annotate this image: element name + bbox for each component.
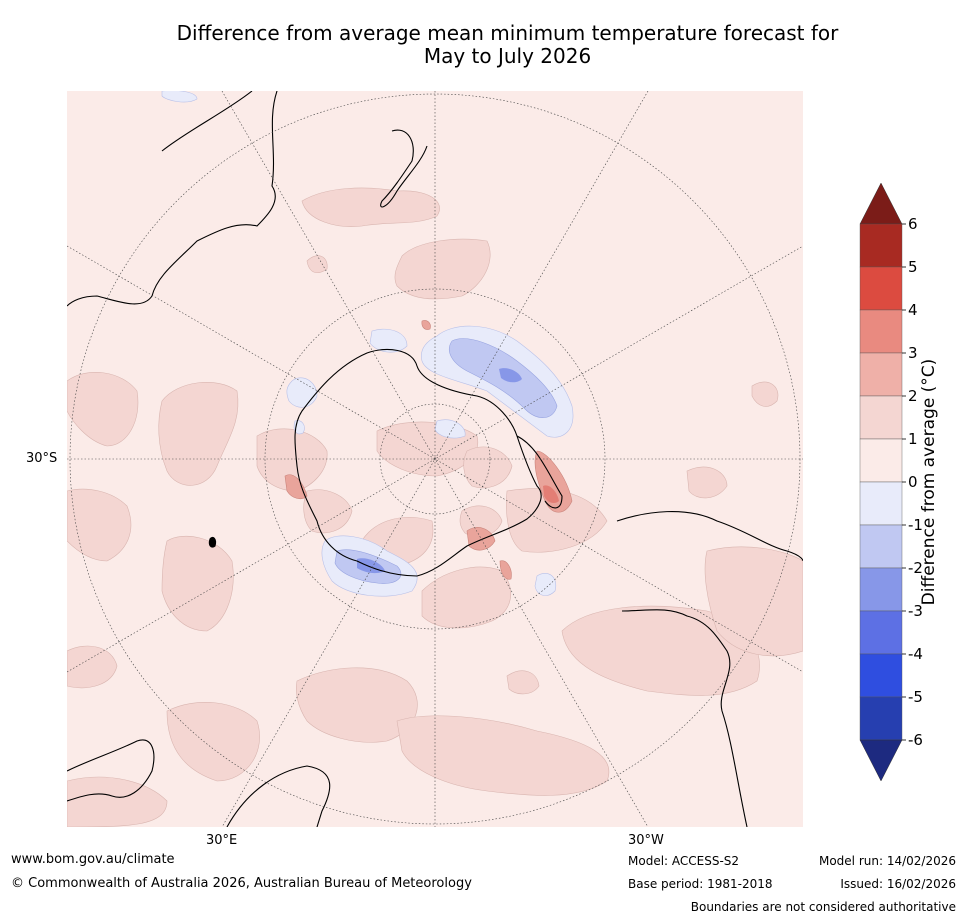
colorbar-cell xyxy=(859,524,903,569)
colorbar-extend-top xyxy=(859,182,903,225)
footer-copyright: © Commonwealth of Australia 2026, Austra… xyxy=(11,876,472,891)
colorbar-cell xyxy=(859,223,903,268)
title-line-2: May to July 2026 xyxy=(423,44,592,68)
colorbar-tick-label: 4 xyxy=(908,301,918,319)
colorbar-tick-label: 0 xyxy=(908,473,918,491)
polar-map xyxy=(67,91,803,827)
anomaly-3-4 xyxy=(543,485,559,504)
map-title: Difference from average mean minimum tem… xyxy=(0,22,965,68)
colorbar-cell xyxy=(859,610,903,655)
colorbar-tick-label: -1 xyxy=(908,516,923,534)
colorbar-tick-label: -3 xyxy=(908,602,923,620)
title-line-1: Difference from average mean minimum tem… xyxy=(176,21,839,45)
colorbar-cells xyxy=(859,182,903,782)
lat-label-30s: 30°S xyxy=(26,451,58,466)
colorbar-tick-label: 6 xyxy=(908,215,918,233)
colorbar-title: Difference from average (°C) xyxy=(919,358,939,606)
colorbar-cell xyxy=(859,696,903,741)
colorbar-cell xyxy=(859,567,903,612)
colorbar-cell xyxy=(859,309,903,354)
footer-model: Model: ACCESS-S2 xyxy=(628,854,740,868)
colorbar-cell xyxy=(859,395,903,440)
footer-disclaimer: Boundaries are not considered authoritat… xyxy=(690,900,956,914)
colorbar-tick-label: 1 xyxy=(908,430,918,448)
footer-website[interactable]: www.bom.gov.au/climate xyxy=(11,852,175,867)
lon-label-30e: 30°E xyxy=(206,833,238,848)
colorbar: 6 5 4 3 2 1 0 -1 -2 -3 -4 -5 -6 xyxy=(859,182,923,782)
colorbar-extend-bottom xyxy=(859,739,903,782)
colorbar-tick-label: -4 xyxy=(908,645,923,663)
colorbar-tick-label: -6 xyxy=(908,731,923,749)
anomaly-1-2 xyxy=(67,187,803,827)
colorbar-tick-label: -2 xyxy=(908,559,923,577)
footer-base-period: Base period: 1981-2018 xyxy=(628,877,773,891)
colorbar-tick-label: -5 xyxy=(908,688,923,706)
footer-model-run: Model run: 14/02/2026 xyxy=(818,854,956,868)
lon-label-30w: 30°W xyxy=(628,833,664,848)
colorbar-tick-label: 2 xyxy=(908,387,918,405)
footer-issued: Issued: 16/02/2026 xyxy=(840,877,956,891)
colorbar-cell xyxy=(859,653,903,698)
colorbar-cell xyxy=(859,438,903,483)
colorbar-ticks: 6 5 4 3 2 1 0 -1 -2 -3 -4 -5 -6 xyxy=(902,215,923,749)
colorbar-cell xyxy=(859,266,903,311)
colorbar-tick-label: 5 xyxy=(908,258,918,276)
colorbar-cell xyxy=(859,352,903,397)
colorbar-tick-label: 3 xyxy=(908,344,918,362)
graticule xyxy=(67,91,803,827)
colorbar-cell xyxy=(859,481,903,526)
coastlines xyxy=(67,91,803,827)
